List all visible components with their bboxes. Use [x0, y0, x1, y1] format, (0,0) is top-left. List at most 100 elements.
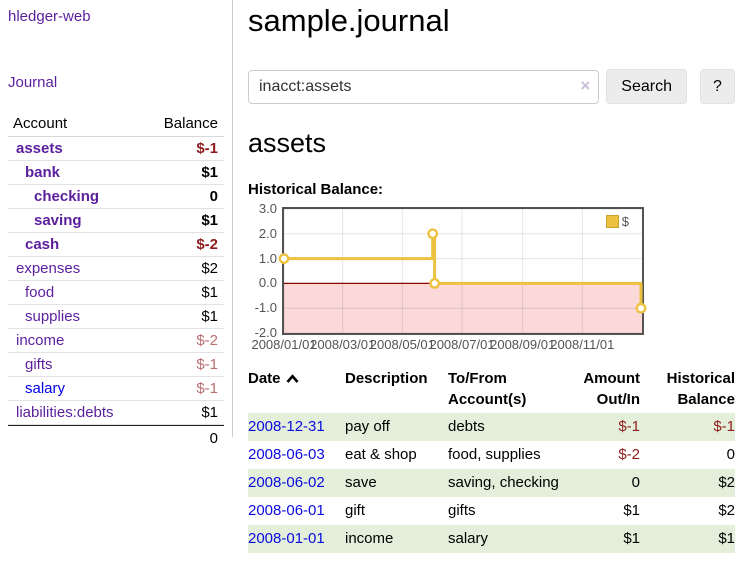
balance-chart-plot: $ [278, 207, 647, 335]
account-link-gifts[interactable]: gifts [25, 356, 53, 373]
x-tick-label: 2008/01/01 [251, 337, 317, 352]
transaction-date-link[interactable]: 2008-12-31 [248, 418, 325, 435]
account-link-income[interactable]: income [16, 332, 65, 349]
account-row-assets[interactable]: assets $-1 [8, 137, 224, 161]
account-balance: $-1 [196, 356, 218, 373]
accounts-total: 0 [8, 425, 224, 449]
transaction-date-link[interactable]: 2008-06-01 [248, 502, 325, 519]
accounts-table: Account Balance assets $-1 bank $1 check… [8, 113, 224, 449]
account-balance: $1 [201, 164, 218, 181]
x-tick-label: 2008/05/01 [369, 337, 435, 352]
account-row-liabilities-debts[interactable]: liabilities:debts $1 [8, 401, 224, 425]
y-tick-label: 0.0 [258, 275, 277, 291]
clear-search-icon[interactable]: × [580, 75, 591, 95]
balance-chart: 3.0 2.0 1.0 0.0 -1.0 -2.0 $ 2008/01/01 2008/03… [248, 201, 735, 352]
transaction-accounts: gifts [448, 502, 476, 519]
search-input[interactable] [248, 69, 600, 104]
account-balance: $1 [201, 284, 218, 301]
transaction-description: gift [345, 502, 366, 519]
transaction-accounts: debts [448, 418, 485, 435]
register-row: 2008-01-01 income salary $1 $1 [248, 525, 735, 553]
register-table: Date Description To/From Account(s) Amou… [248, 367, 735, 553]
register-row: 2008-06-02 save saving, checking 0 $2 [248, 469, 735, 497]
account-row-food[interactable]: food $1 [8, 281, 224, 305]
account-link-salary[interactable]: salary [25, 380, 66, 397]
account-link-bank[interactable]: bank [25, 164, 61, 181]
account-row-supplies[interactable]: supplies $1 [8, 305, 224, 329]
account-row-cash[interactable]: cash $-2 [8, 233, 224, 257]
account-balance: $-1 [196, 380, 218, 397]
sort-ascending-icon [286, 374, 299, 383]
sidebar-item-journal[interactable]: Journal [8, 74, 58, 91]
account-row-income[interactable]: income $-2 [8, 329, 224, 353]
x-tick-label: 2008/07/01 [429, 337, 495, 352]
search-form: × Search ? [248, 69, 735, 104]
account-row-bank[interactable]: bank $1 [8, 161, 224, 185]
transaction-description: income [345, 530, 394, 547]
y-tick-label: -1.0 [254, 300, 277, 316]
balance-chart-plot-svg [278, 208, 647, 334]
account-row-salary[interactable]: salary $-1 [8, 377, 224, 401]
transaction-accounts: salary [448, 530, 489, 547]
account-link-saving[interactable]: saving [34, 212, 82, 229]
account-link-cash[interactable]: cash [25, 236, 60, 253]
account-link-expenses[interactable]: expenses [16, 260, 81, 277]
transaction-date-link[interactable]: 2008-06-03 [248, 446, 325, 463]
account-balance: $1 [201, 308, 218, 325]
transaction-amount: $1 [623, 502, 640, 519]
register-header-row: Date Description To/From Account(s) Amou… [248, 367, 735, 413]
help-button[interactable]: ? [700, 69, 735, 104]
account-row-checking[interactable]: checking 0 [8, 185, 224, 209]
account-balance: $1 [201, 212, 218, 229]
account-link-supplies[interactable]: supplies [25, 308, 81, 325]
account-row-gifts[interactable]: gifts $-1 [8, 353, 224, 377]
register-row: 2008-06-01 gift gifts $1 $2 [248, 497, 735, 525]
balance-chart-y-axis: 3.0 2.0 1.0 0.0 -1.0 -2.0 [248, 201, 282, 340]
y-tick-label: 3.0 [258, 201, 277, 216]
transaction-balance: $1 [718, 530, 735, 547]
transaction-amount: $-2 [618, 446, 640, 463]
transaction-accounts: saving, checking [448, 474, 559, 491]
register-header-date[interactable]: Date [248, 367, 345, 413]
account-balance: $1 [201, 404, 218, 421]
page-title: sample.journal [248, 3, 450, 38]
accounts-header-balance: Balance [163, 115, 218, 132]
x-tick-label: 2008/03/01 [310, 337, 376, 352]
accounts-table-header: Account Balance [8, 113, 224, 137]
account-link-assets[interactable]: assets [16, 140, 63, 157]
transaction-description: eat & shop [345, 446, 417, 463]
y-tick-label: 1.0 [258, 250, 277, 266]
account-link-liabilities-debts[interactable]: liabilities:debts [16, 404, 114, 421]
transaction-description: pay off [345, 418, 390, 435]
transaction-date-link[interactable]: 2008-01-01 [248, 530, 325, 547]
date-header-label: Date [248, 370, 281, 387]
search-button[interactable]: Search [606, 69, 687, 104]
transaction-balance: $2 [718, 474, 735, 491]
register-row: 2008-12-31 pay off debts $-1 $-1 [248, 413, 735, 441]
accounts-header-account: Account [13, 115, 68, 132]
transaction-amount: $-1 [618, 418, 640, 435]
x-tick-label: 2008/09/01 [490, 337, 556, 352]
balance-chart-x-axis: 2008/01/01 2008/03/01 2008/05/01 2008/07/01… [251, 335, 644, 352]
transaction-description: save [345, 474, 377, 491]
transaction-balance: $-1 [713, 418, 735, 435]
transaction-amount: 0 [631, 474, 640, 491]
account-balance: $2 [201, 260, 218, 277]
register-row: 2008-06-03 eat & shop food, supplies $-2… [248, 441, 735, 469]
register-header-description: Description [345, 370, 428, 387]
account-link-food[interactable]: food [25, 284, 55, 301]
account-link-checking[interactable]: checking [34, 188, 100, 205]
chart-legend: $ [605, 214, 629, 229]
account-row-expenses[interactable]: expenses $2 [8, 257, 224, 281]
account-balance: 0 [209, 188, 218, 205]
main-content: sample.journal × Search ? assets Histori… [248, 0, 735, 553]
app-title-link[interactable]: hledger-web [8, 8, 91, 25]
account-row-saving[interactable]: saving $1 [8, 209, 224, 233]
sidebar: hledger-web Journal Account Balance asse… [0, 0, 233, 447]
register-header-balance: Historical Balance [666, 370, 735, 408]
transaction-accounts: food, supplies [448, 446, 541, 463]
account-heading: assets [248, 128, 327, 158]
register-header-accounts: To/From Account(s) [448, 370, 527, 408]
transaction-date-link[interactable]: 2008-06-02 [248, 474, 325, 491]
register-header-amount: Amount Out/In [583, 370, 640, 408]
